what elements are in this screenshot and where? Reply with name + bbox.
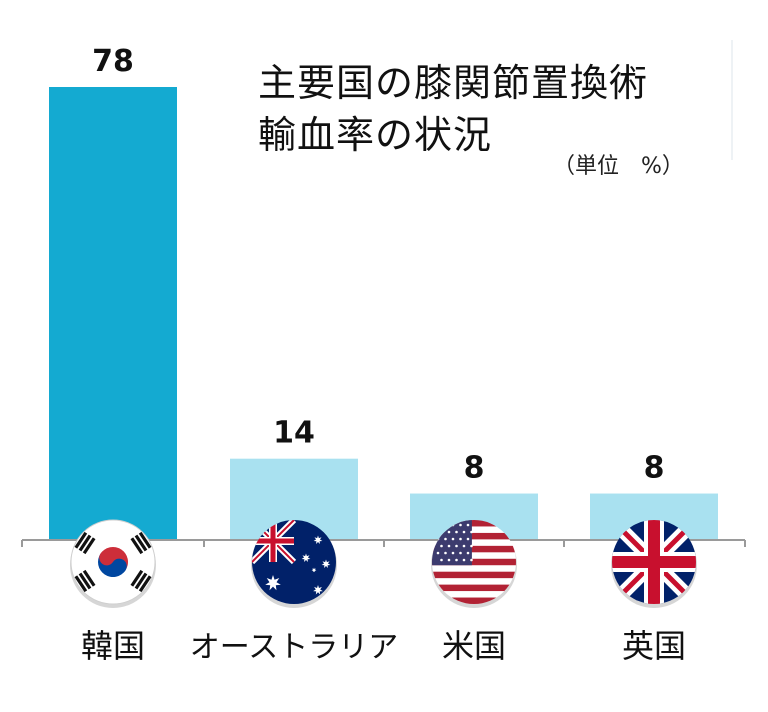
south-korea-flag-icon <box>70 519 156 608</box>
value-label: 14 <box>273 416 315 451</box>
usa-flag-icon <box>431 520 517 608</box>
decorative-divider <box>731 40 733 160</box>
unit-label: （単位 %） <box>553 154 684 179</box>
chart-title-line-1: 主要国の膝関節置換術 <box>258 61 649 105</box>
value-label: 8 <box>644 451 665 486</box>
bar-0 <box>49 87 177 540</box>
value-label: 78 <box>92 44 134 79</box>
value-label: 8 <box>464 451 485 486</box>
uk-flag-icon <box>611 520 697 608</box>
australia-flag-icon <box>251 520 337 608</box>
category-label: 英国 <box>622 627 686 665</box>
category-label: 米国 <box>442 627 506 665</box>
category-label: オーストラリア <box>190 630 399 665</box>
chart-title-line-2: 輸血率の状況 <box>258 113 493 157</box>
category-label: 韓国 <box>81 627 145 665</box>
